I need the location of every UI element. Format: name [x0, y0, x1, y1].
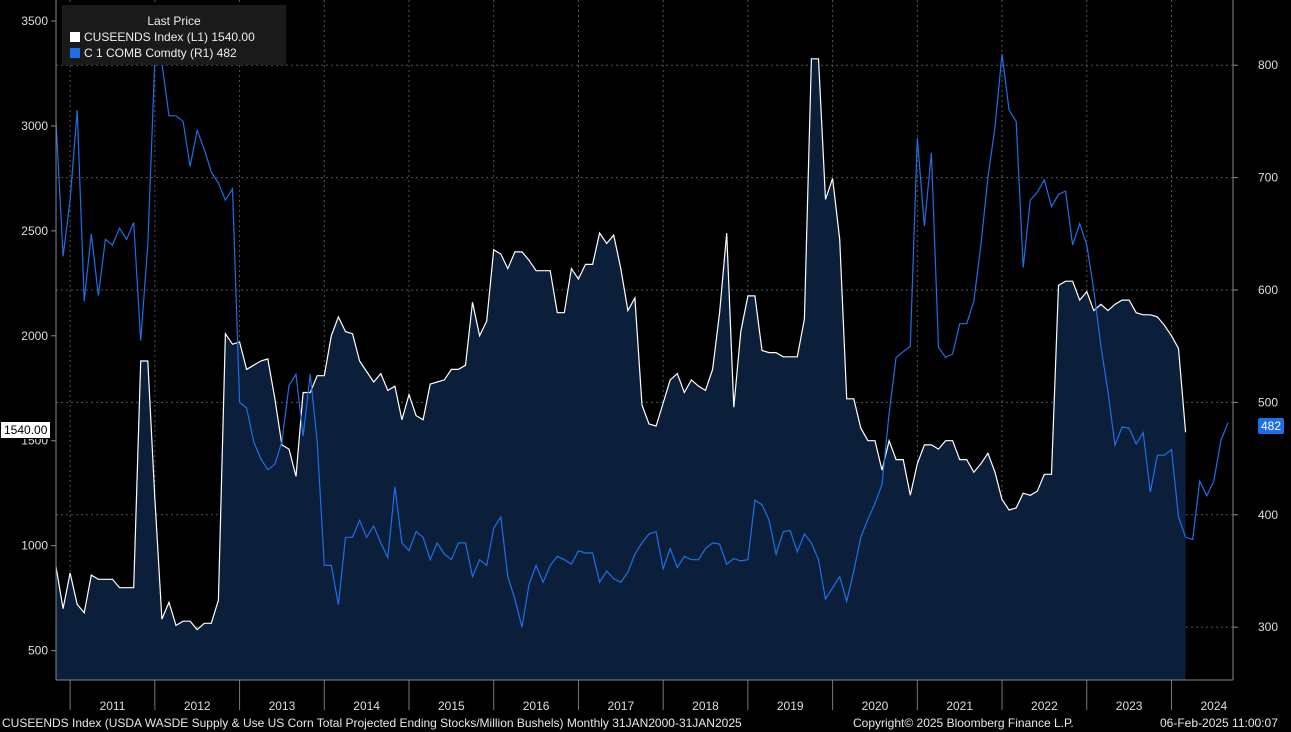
x-tick-label: 2012	[184, 699, 211, 713]
x-tick-label: 2020	[862, 699, 889, 713]
y-right-tick-label: 500	[1258, 395, 1278, 409]
y-left-tick-label: 3000	[21, 119, 48, 133]
y-right-tick-label: 400	[1258, 508, 1278, 522]
y-right-tick-label: 800	[1258, 58, 1278, 72]
legend-label-corn: C 1 COMB Comdty (R1) 482	[84, 46, 237, 60]
legend: Last Price CUSEENDS Index (L1) 1540.00 C…	[62, 5, 286, 65]
axes	[51, 0, 1238, 710]
stocks-series-line	[55, 58, 1187, 631]
y-right-tick-label: 700	[1258, 171, 1278, 185]
y-left-tick-label: 1000	[21, 539, 48, 553]
x-tick-label: 2019	[777, 699, 804, 713]
tick-labels: 2011 2012 2013 2014 2015 2016 2017 2018 2019 2020…	[21, 14, 1278, 713]
y-left-tick-label: 3500	[21, 14, 48, 28]
x-tick-label: 2024	[1200, 699, 1227, 713]
x-tick-label: 2018	[692, 699, 719, 713]
legend-item-corn: C 1 COMB Comdty (R1) 482	[62, 45, 286, 61]
y-right-tick-label: 600	[1258, 283, 1278, 297]
legend-swatch-stocks	[70, 32, 80, 42]
y-right-tick-label: 300	[1258, 620, 1278, 634]
legend-title: Last Price	[147, 14, 201, 28]
last-value-tag-right: 482	[1258, 418, 1285, 434]
stocks-area-fill	[56, 58, 1186, 681]
legend-swatch-corn	[70, 48, 80, 58]
x-tick-label: 2022	[1031, 699, 1058, 713]
x-tick-label: 2021	[946, 699, 973, 713]
legend-item-stocks: CUSEENDS Index (L1) 1540.00	[62, 29, 286, 45]
x-tick-label: 2023	[1116, 699, 1143, 713]
x-tick-label: 2016	[523, 699, 550, 713]
corn-series-line	[55, 53, 1229, 628]
x-tick-label: 2015	[438, 699, 465, 713]
footer-copyright: Copyright© 2025 Bloomberg Finance L.P.	[853, 716, 1074, 730]
y-left-tick-label: 2000	[21, 329, 48, 343]
footer-description: CUSEENDS Index (USDA WASDE Supply & Use …	[2, 716, 742, 730]
footer-timestamp: 06-Feb-2025 11:00:07	[1160, 716, 1278, 730]
x-tick-label: 2013	[269, 699, 296, 713]
x-tick-label: 2017	[607, 699, 634, 713]
x-tick-label: 2014	[353, 699, 380, 713]
last-value-tag-left: 1540.00	[0, 421, 52, 439]
x-tick-label: 2011	[100, 699, 126, 713]
legend-label-stocks: CUSEENDS Index (L1) 1540.00	[84, 30, 255, 44]
y-left-tick-label: 2500	[21, 224, 48, 238]
y-left-tick-label: 500	[28, 644, 48, 658]
